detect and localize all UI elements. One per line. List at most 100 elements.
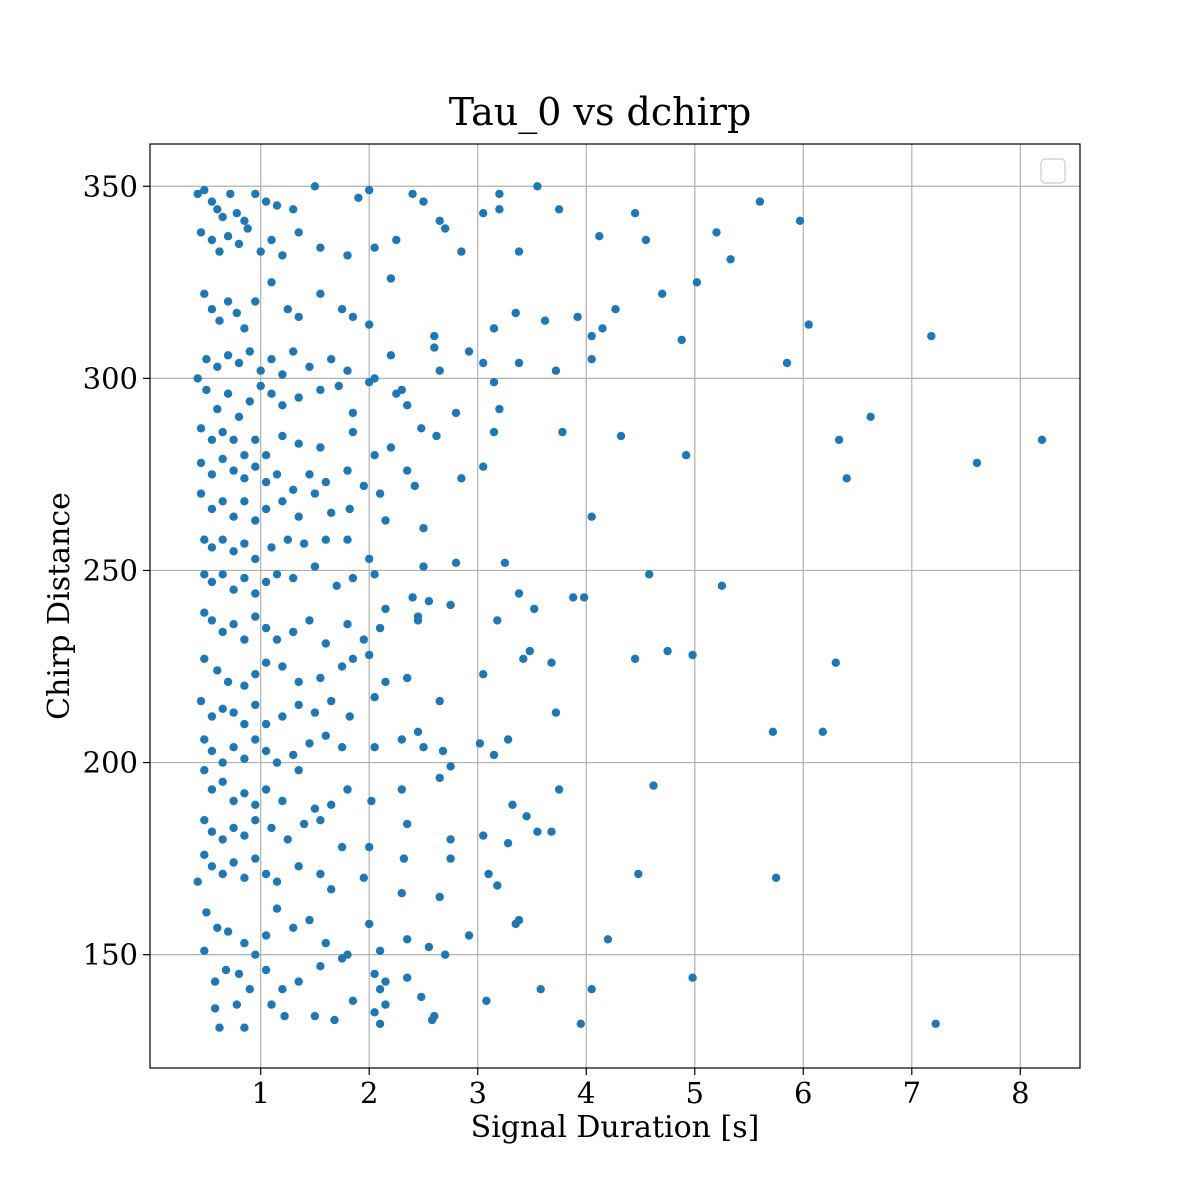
data-point [500, 558, 510, 567]
data-point [240, 539, 249, 548]
data-point [446, 762, 455, 771]
data-point [223, 232, 233, 241]
data-point [213, 362, 222, 371]
data-point [771, 873, 781, 882]
data-point [579, 593, 589, 602]
data-point [229, 466, 238, 475]
data-point [229, 585, 238, 594]
data-point [207, 543, 217, 552]
data-point [547, 827, 556, 836]
data-point [354, 193, 363, 202]
data-point [316, 443, 325, 452]
data-point [213, 404, 222, 414]
data-point [337, 842, 347, 852]
data-point [272, 570, 282, 579]
data-point [611, 305, 620, 314]
data-point [229, 743, 238, 752]
data-point [229, 796, 238, 806]
data-point [365, 842, 374, 852]
x-axis-label: Signal Duration [s] [471, 1110, 760, 1145]
data-point [261, 719, 271, 729]
data-point [464, 931, 474, 940]
data-point [305, 616, 314, 625]
data-point [359, 635, 368, 644]
data-point [446, 600, 455, 610]
data-point [207, 862, 217, 871]
data-point [508, 800, 517, 809]
x-tick-label: 2 [360, 1076, 378, 1110]
data-point [267, 389, 276, 398]
data-point [207, 197, 217, 206]
data-point [278, 796, 287, 806]
data-point [229, 823, 238, 833]
data-point [321, 477, 330, 487]
y-tick-label: 300 [83, 361, 138, 395]
data-point [495, 404, 504, 414]
data-point [196, 424, 206, 433]
data-point [218, 627, 227, 637]
data-point [223, 389, 233, 398]
data-point [245, 985, 254, 994]
data-point [261, 623, 271, 633]
data-point [261, 451, 271, 460]
data-point [267, 355, 276, 364]
data-point [522, 812, 531, 821]
data-point [381, 1000, 390, 1009]
data-point [196, 228, 206, 237]
data-point [272, 877, 282, 886]
data-point [218, 835, 227, 844]
data-point [403, 819, 412, 829]
data-point [587, 331, 596, 341]
data-point [573, 312, 582, 322]
data-point [375, 1019, 385, 1028]
data-point [261, 785, 271, 794]
data-point [316, 385, 325, 395]
data-point [514, 247, 524, 256]
data-point [218, 454, 227, 464]
data-point [261, 658, 271, 667]
data-point [493, 881, 502, 890]
data-point [348, 573, 358, 583]
data-point [408, 593, 417, 602]
data-point [343, 535, 352, 544]
data-point [399, 854, 409, 863]
data-point [229, 858, 238, 867]
data-point [327, 355, 336, 364]
data-point [261, 931, 271, 940]
data-point [310, 708, 320, 717]
data-point [692, 278, 702, 287]
data-point [587, 355, 596, 364]
data-point [365, 919, 374, 929]
data-point [251, 670, 260, 679]
data-point [207, 785, 217, 794]
data-point [451, 408, 461, 418]
data-point [712, 228, 721, 237]
data-point [261, 746, 271, 756]
data-point [294, 512, 303, 521]
data-point [278, 431, 287, 441]
y-gridlines [150, 185, 1080, 956]
data-point [261, 197, 271, 206]
y-tick-label: 150 [83, 938, 138, 972]
data-point [240, 831, 249, 840]
data-point [408, 189, 417, 199]
data-point [536, 985, 545, 994]
data-point [261, 504, 271, 514]
data-point [218, 777, 227, 786]
data-point [316, 962, 325, 971]
data-point [240, 754, 249, 763]
x-ticks: 1 2 3 4 5 6 7 8 [251, 1068, 1030, 1110]
legend-box [1040, 158, 1066, 184]
data-point [435, 892, 444, 902]
data-point [305, 470, 314, 479]
data-point [432, 431, 441, 441]
data-point [272, 904, 282, 913]
data-point [278, 370, 287, 379]
data-point [337, 662, 347, 671]
data-point [403, 673, 412, 683]
data-point [207, 712, 217, 721]
data-point [210, 977, 220, 986]
data-point [438, 746, 448, 756]
data-point [595, 232, 604, 241]
data-point [365, 554, 374, 564]
